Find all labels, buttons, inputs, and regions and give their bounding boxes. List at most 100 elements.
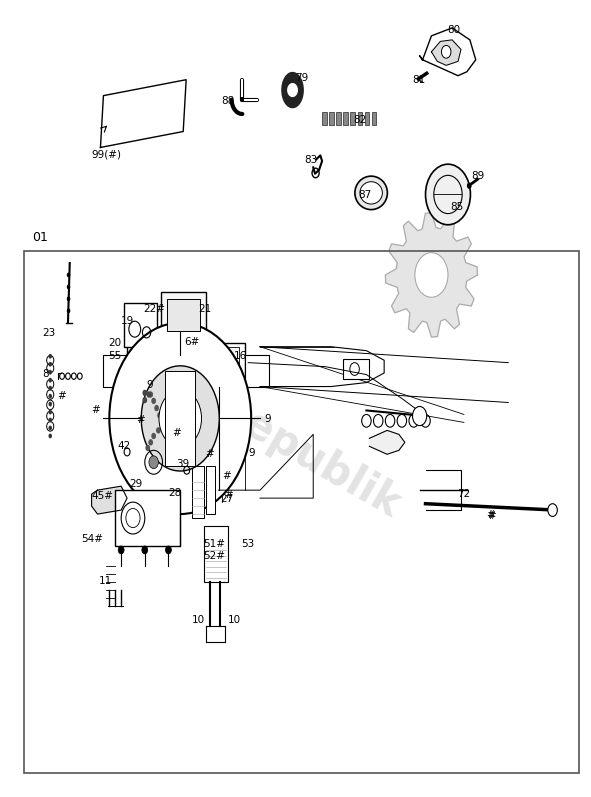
Text: 85: 85: [450, 202, 463, 213]
Text: #: #: [225, 490, 233, 501]
Text: 23: 23: [43, 328, 56, 339]
Text: 55: 55: [108, 351, 121, 362]
Circle shape: [67, 308, 70, 313]
Circle shape: [48, 434, 52, 438]
Circle shape: [67, 296, 70, 301]
Circle shape: [548, 504, 557, 516]
Circle shape: [441, 45, 451, 58]
Circle shape: [157, 412, 162, 418]
Bar: [24, 251, 579, 773]
Text: 22#: 22#: [144, 304, 165, 315]
Text: 54#: 54#: [82, 534, 103, 544]
Text: 21: 21: [198, 304, 211, 315]
Bar: [336, 112, 341, 125]
Polygon shape: [420, 28, 476, 76]
Circle shape: [175, 435, 180, 442]
Polygon shape: [369, 430, 405, 454]
Circle shape: [118, 546, 124, 554]
Circle shape: [160, 419, 165, 426]
Text: 6#: 6#: [184, 337, 200, 347]
Circle shape: [148, 439, 153, 446]
Polygon shape: [282, 73, 303, 108]
Circle shape: [109, 323, 251, 514]
Text: 52#: 52#: [203, 551, 225, 561]
Circle shape: [156, 427, 161, 434]
Circle shape: [151, 398, 156, 404]
Bar: [322, 112, 327, 125]
Text: 88: 88: [222, 96, 235, 106]
Text: 10: 10: [228, 615, 241, 626]
Bar: [127, 343, 245, 387]
Text: 53: 53: [241, 539, 254, 549]
Text: 16: 16: [234, 351, 247, 362]
Text: 79: 79: [296, 73, 309, 84]
Circle shape: [48, 418, 52, 422]
Circle shape: [142, 397, 147, 403]
Circle shape: [48, 354, 52, 359]
Circle shape: [159, 390, 202, 447]
Text: #: #: [205, 450, 214, 460]
Circle shape: [48, 370, 52, 375]
Bar: [372, 112, 376, 125]
Circle shape: [151, 433, 156, 439]
Bar: [124, 303, 157, 347]
Bar: [133, 347, 239, 383]
Bar: [103, 355, 127, 387]
Text: #: #: [222, 471, 231, 481]
Circle shape: [48, 426, 52, 430]
Text: 29: 29: [129, 479, 142, 489]
Text: 72: 72: [457, 489, 470, 500]
Text: 9: 9: [264, 414, 271, 425]
Circle shape: [178, 443, 183, 450]
Circle shape: [48, 410, 52, 414]
Text: 99(#): 99(#): [92, 150, 122, 160]
Text: 87: 87: [359, 190, 372, 200]
Circle shape: [141, 366, 219, 471]
Text: 39: 39: [176, 459, 189, 469]
Bar: [365, 112, 369, 125]
Polygon shape: [288, 84, 297, 96]
Text: #: #: [486, 510, 495, 520]
Bar: [167, 299, 200, 331]
Circle shape: [48, 394, 52, 398]
Circle shape: [149, 456, 158, 469]
Text: 19: 19: [121, 316, 134, 327]
Text: 27: 27: [220, 494, 233, 505]
Bar: [343, 359, 369, 379]
Text: 28: 28: [168, 488, 181, 498]
Text: #: #: [92, 405, 100, 415]
Bar: [329, 112, 334, 125]
Circle shape: [415, 253, 448, 297]
Text: 8: 8: [43, 369, 49, 379]
Text: #: #: [136, 415, 145, 426]
Text: 82: 82: [353, 115, 366, 125]
Text: Partsrepublik: Partsrepublik: [112, 333, 408, 528]
Polygon shape: [385, 213, 478, 337]
Bar: [350, 112, 355, 125]
Text: 80: 80: [447, 26, 460, 36]
Circle shape: [165, 546, 171, 554]
Text: 51#: 51#: [203, 539, 225, 549]
Bar: [192, 466, 204, 518]
Text: 11: 11: [99, 576, 112, 587]
Text: 83: 83: [304, 155, 317, 166]
Text: 9: 9: [248, 448, 255, 458]
Polygon shape: [431, 40, 461, 65]
Circle shape: [147, 391, 151, 398]
Bar: [245, 355, 269, 387]
Bar: [206, 466, 215, 514]
Circle shape: [413, 406, 427, 426]
Text: 89: 89: [471, 171, 484, 181]
Text: #: #: [57, 391, 66, 402]
Text: 81: 81: [413, 75, 426, 85]
Text: #: #: [488, 511, 496, 521]
Text: 42: 42: [117, 441, 130, 451]
Circle shape: [48, 402, 52, 406]
Circle shape: [142, 390, 147, 396]
Circle shape: [426, 164, 470, 225]
Bar: [204, 526, 228, 582]
Bar: [115, 490, 180, 546]
Circle shape: [48, 378, 52, 383]
Circle shape: [154, 405, 159, 411]
Bar: [358, 112, 362, 125]
